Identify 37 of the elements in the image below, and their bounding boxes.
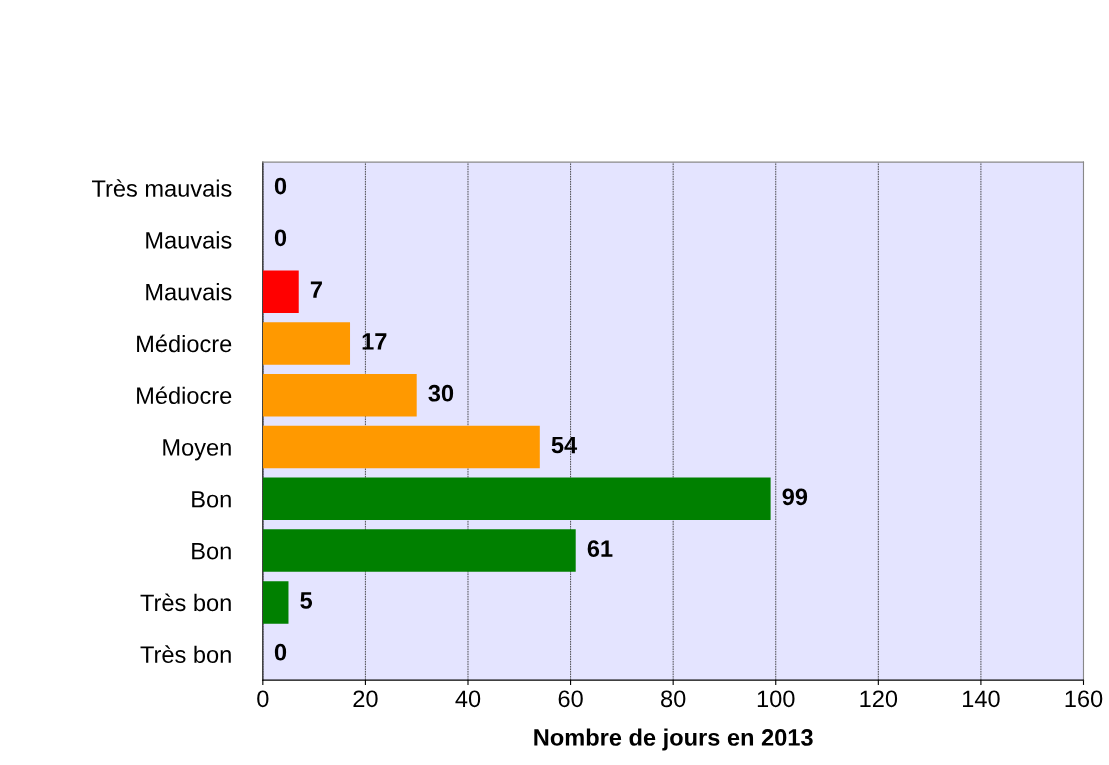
- y-tick-label: Bon: [192, 542, 231, 560]
- data-label: 54: [551, 436, 578, 454]
- y-tick-label: Bon: [192, 491, 231, 508]
- bar: [262, 425, 540, 469]
- y-tick-label: Très bon: [140, 593, 231, 612]
- data-label: 17: [362, 333, 387, 350]
- x-tick-label: 160: [1065, 690, 1103, 708]
- bar: [262, 270, 299, 313]
- data-label: 99: [782, 488, 808, 506]
- x-tick-label: 0: [257, 690, 269, 708]
- y-tick-label: Médiocre: [137, 386, 232, 405]
- y-tick-label: Mauvais: [146, 231, 232, 249]
- data-label: 5: [300, 592, 313, 609]
- bar: [262, 529, 576, 572]
- y-tick-label: Très mauvais: [92, 179, 232, 197]
- y-tick-label: Moyen: [163, 439, 231, 461]
- bar: [262, 477, 771, 521]
- x-tick-label: 140: [963, 690, 1000, 708]
- data-label: 0: [274, 177, 287, 195]
- bar: [262, 581, 289, 624]
- data-label: 0: [274, 229, 287, 247]
- y-tick-label: Mauvais: [146, 283, 232, 301]
- bar: [262, 322, 351, 365]
- y-tick-label: Très bon: [140, 645, 231, 663]
- x-tick-label: 60: [558, 690, 583, 708]
- x-tick-label: 100: [757, 690, 795, 708]
- bar: [262, 374, 417, 417]
- x-axis-title: Nombre de jours en 2013: [534, 728, 813, 751]
- data-label: 61: [587, 540, 613, 557]
- x-tick-label: 80: [661, 690, 686, 708]
- data-label: 0: [274, 643, 287, 661]
- x-tick-label: 40: [455, 690, 481, 708]
- x-tick-label: 120: [860, 690, 898, 708]
- data-label: 30: [428, 384, 454, 402]
- x-tick-label: 20: [353, 690, 378, 708]
- y-tick-label: Médiocre: [137, 334, 232, 353]
- data-label: 7: [310, 281, 322, 298]
